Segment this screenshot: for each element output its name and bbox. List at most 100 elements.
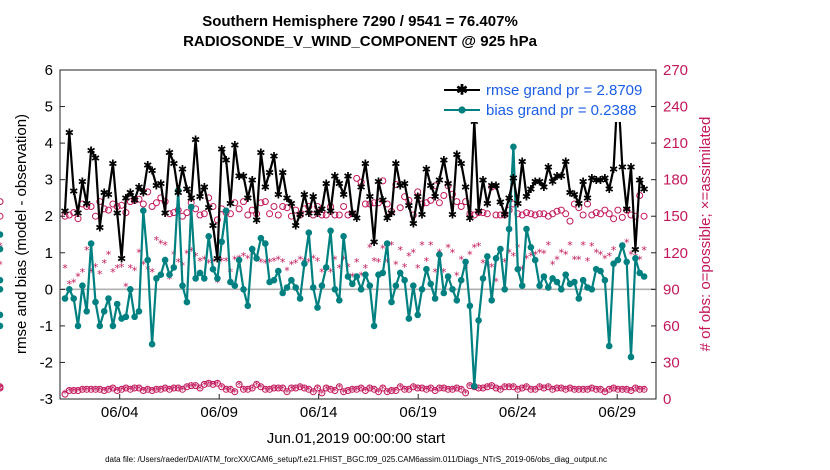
rmse-point: ✱ [417,209,426,222]
obs-assimilated-point: * [123,280,129,293]
obs-assimilated-low-point: * [114,385,120,398]
obs-possible-low-point [126,385,134,393]
rmse-point: ✱ [243,192,252,205]
obs-assimilated-point: * [297,254,303,267]
obs-possible-low-point [418,384,426,392]
obs-possible-low-point [553,384,561,392]
obs-assimilated-point: * [289,259,295,272]
obs-possible-low-point [74,387,82,394]
rmse-point: ✱ [265,167,274,180]
obs-possible-low-point [122,384,130,392]
obs-assimilated-point: * [119,261,125,274]
bias-point [466,302,474,310]
obs-possible-point [209,203,217,210]
obs-assimilated-low-point: * [350,384,356,397]
obs-possible-low-point [100,387,108,394]
obs-possible-low-point [640,385,648,393]
obs-assimilated-low-point: * [223,384,229,397]
obs-assimilated-low-point: * [154,384,160,397]
rmse-point: ✱ [139,187,148,200]
obs-assimilated-low-point: * [180,384,186,397]
obs-possible-low-point [209,380,217,388]
obs-assimilated-low-point: * [524,382,530,395]
rmse-point: ✱ [439,154,448,167]
rmse-point: ✱ [274,189,283,202]
obs-assimilated-low-point: * [315,383,321,396]
obs-assimilated-point: * [88,266,94,279]
obs-assimilated-low-point: * [106,384,112,397]
obs-possible-low-point [636,385,644,393]
bias-point [70,295,77,302]
obs-assimilated-low-point: * [71,385,77,398]
obs-assimilated-low-point: * [249,383,255,396]
obs-assimilated-low-point: * [445,384,451,397]
obs-assimilated-low-point: * [576,384,582,397]
rmse-point: ✱ [509,172,518,185]
rmse-point: ✱ [187,192,196,205]
obs-assimilated-low-point: * [441,383,447,396]
obs-assimilated-point: * [162,239,168,252]
rmse-point: ✱ [343,170,352,183]
obs-assimilated-point: * [141,259,147,272]
y-right-tick-label: 150 [663,208,688,225]
obs-assimilated-low-point: * [463,388,469,401]
obs-assimilated-low-point: * [162,383,168,396]
obs-assimilated-low-point: * [554,383,560,396]
bias-point [414,311,422,319]
obs-assimilated-point: * [132,265,138,278]
obs-possible-low-point [296,383,304,391]
bias-point [279,289,287,297]
obs-possible-point [414,188,422,196]
obs-assimilated-point: * [276,254,282,267]
obs-assimilated-low-point: * [641,384,647,397]
obs-assimilated-low-point: * [633,383,639,396]
obs-possible-low-point [292,384,300,392]
y-right-tick-label: 120 [663,245,688,262]
bias-point [170,264,178,271]
obs-assimilated-point: * [136,246,142,259]
obs-assimilated-low-point: * [210,379,216,392]
obs-assimilated-low-point: * [310,386,316,399]
obs-possible-low-point [222,385,230,393]
obs-assimilated-low-point: * [363,385,369,398]
y-left-tick-label: 1 [45,245,53,262]
obs-possible-point [361,200,369,208]
bias-point [92,298,99,306]
obs-assimilated-point: * [546,239,552,252]
obs-assimilated-point: * [476,240,482,253]
bias-point [196,269,204,277]
obs-assimilated-low-point: * [367,383,373,396]
rmse-point: ✱ [278,167,287,180]
rmse-point: ✱ [217,143,226,156]
obs-assimilated-low-point: * [319,388,325,401]
obs-possible-low-point [335,383,343,391]
bias-point [549,275,556,282]
obs-assimilated-point: * [467,249,473,262]
obs-possible-point [584,200,591,208]
obs-assimilated-point: * [232,254,238,267]
rmse-point: ✱ [374,176,383,189]
obs-assimilated-point: * [454,269,460,282]
obs-assimilated-point: * [559,246,565,259]
obs-possible-point [557,206,565,214]
obs-possible-low-point [318,389,326,397]
obs-assimilated-point: * [367,241,373,254]
bias-point [379,269,387,277]
obs-assimilated-low-point: * [276,383,282,396]
bias-point [370,322,378,330]
rmse-point: ✱ [295,209,304,222]
bias-point [66,286,73,293]
rmse-point: ✱ [60,205,69,218]
bias-point [423,265,430,273]
obs-assimilated-point: * [415,262,421,275]
bias-point [571,278,578,286]
bias-point [205,233,212,240]
bias-point [640,273,648,280]
obs-possible-low-point [440,384,448,392]
bias-point [353,273,361,280]
bias-point [331,286,339,293]
obs-assimilated-point: * [450,246,456,259]
rmse-point: ✱ [82,198,91,211]
obs-assimilated-point: * [585,255,591,268]
rmse-point: ✱ [165,146,174,159]
